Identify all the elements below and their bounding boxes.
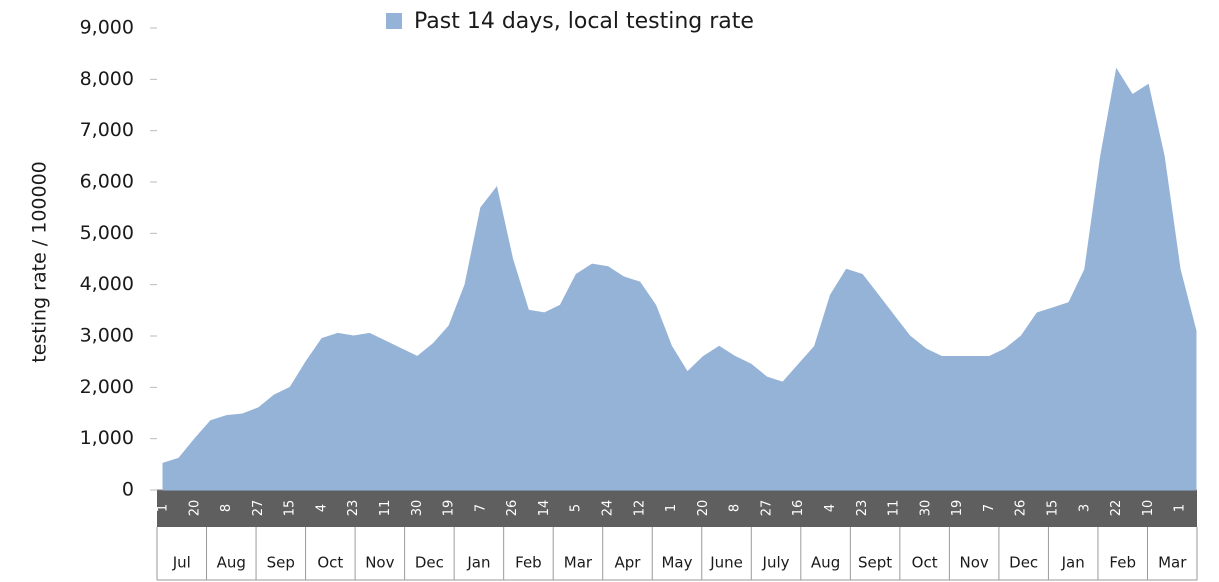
x-tick-label: 20 xyxy=(696,500,711,517)
month-label: Jul xyxy=(172,554,191,572)
y-tick-label: 1,000 xyxy=(80,427,134,449)
month-label: Dec xyxy=(415,554,444,572)
x-tick-label: 20 xyxy=(187,500,202,517)
x-tick-label: 4 xyxy=(314,504,329,512)
x-tick-label: 7 xyxy=(982,504,997,512)
x-tick-label: 8 xyxy=(728,504,743,512)
month-label: Jan xyxy=(466,554,490,572)
x-tick-label: 15 xyxy=(1046,500,1061,517)
y-tick-label: 3,000 xyxy=(80,325,134,347)
x-tick-label: 30 xyxy=(918,500,933,517)
y-tick-label: 0 xyxy=(122,479,134,501)
y-tick-label: 7,000 xyxy=(80,119,134,141)
x-tick-label: 26 xyxy=(1014,500,1029,517)
month-label: Nov xyxy=(365,554,394,572)
month-label: Nov xyxy=(960,554,989,572)
x-tick-label: 1 xyxy=(1173,504,1188,512)
legend-swatch xyxy=(386,13,402,29)
y-tick-label: 9,000 xyxy=(80,17,134,39)
x-tick-label: 27 xyxy=(251,500,266,517)
month-label: Mar xyxy=(564,554,593,572)
month-label: Feb xyxy=(1109,554,1136,572)
x-tick-label: 4 xyxy=(823,504,838,512)
month-label: Mar xyxy=(1158,554,1187,572)
x-tick-label: 11 xyxy=(887,500,902,517)
month-label: May xyxy=(661,554,692,572)
x-tick-label: 8 xyxy=(219,504,234,512)
month-label: July xyxy=(762,554,790,572)
month-label: Apr xyxy=(614,554,641,572)
month-label: Aug xyxy=(811,554,840,572)
y-tick-label: 6,000 xyxy=(80,171,134,193)
x-tick-label: 26 xyxy=(505,500,520,517)
month-label: Sep xyxy=(267,554,295,572)
x-tick-label: 27 xyxy=(759,500,774,517)
x-tick-label: 1 xyxy=(664,504,679,512)
y-tick-label: 4,000 xyxy=(80,273,134,295)
x-tick-label: 24 xyxy=(601,500,616,517)
x-tick-label: 14 xyxy=(537,500,552,517)
month-label: Sept xyxy=(858,554,892,572)
y-tick-label: 2,000 xyxy=(80,376,134,398)
y-axis-label: testing rate / 100000 xyxy=(29,161,51,363)
month-label: Jan xyxy=(1061,554,1085,572)
month-label: June xyxy=(709,554,743,572)
x-tick-label: 23 xyxy=(346,500,361,517)
x-tick-label: 11 xyxy=(378,500,393,517)
x-tick-label: 30 xyxy=(410,500,425,517)
x-tick-label: 16 xyxy=(791,500,806,517)
area xyxy=(162,67,1197,491)
x-tick-label: 23 xyxy=(855,500,870,517)
x-tick-label: 5 xyxy=(569,504,584,512)
x-tick-label: 1 xyxy=(156,504,171,512)
x-axis-band xyxy=(157,490,1197,527)
month-label: Oct xyxy=(912,554,938,572)
x-tick-label: 3 xyxy=(1077,504,1092,512)
x-tick-label: 10 xyxy=(1141,500,1156,517)
month-label: Oct xyxy=(317,554,343,572)
x-tick-label: 15 xyxy=(283,500,298,517)
y-tick-label: 8,000 xyxy=(80,68,134,90)
x-tick-label: 22 xyxy=(1109,500,1124,517)
x-tick-label: 19 xyxy=(950,500,965,517)
month-label: Aug xyxy=(217,554,246,572)
x-tick-label: 19 xyxy=(442,500,457,517)
month-label: Feb xyxy=(515,554,542,572)
legend-label: Past 14 days, local testing rate xyxy=(414,9,754,34)
x-tick-label: 7 xyxy=(473,504,488,512)
x-tick-label: 12 xyxy=(632,500,647,517)
month-label: Dec xyxy=(1009,554,1038,572)
y-tick-label: 5,000 xyxy=(80,222,134,244)
